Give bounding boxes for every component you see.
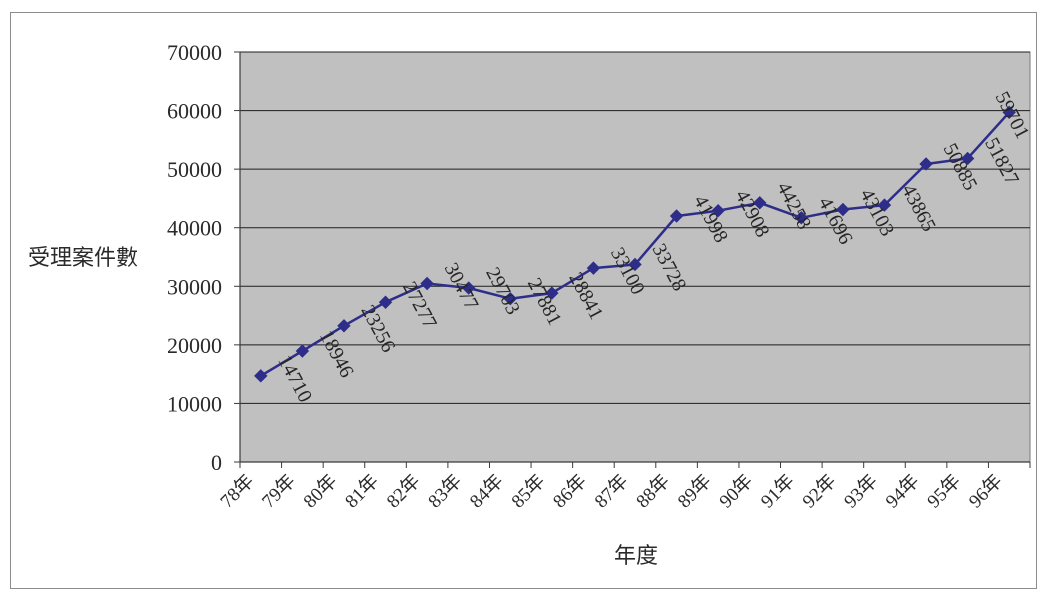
- data-point: [420, 276, 434, 291]
- data-point: [877, 198, 892, 212]
- y-tick-label: 20000: [167, 333, 222, 358]
- y-tick-label: 40000: [167, 216, 222, 241]
- data-point: [254, 369, 268, 383]
- y-axis-title: 受理案件數: [28, 245, 138, 270]
- data-point: [503, 291, 517, 306]
- data-point: [836, 202, 850, 217]
- data-point: [295, 344, 310, 358]
- data-point: [378, 295, 393, 309]
- y-tick-label: 60000: [167, 99, 222, 124]
- y-tick-label: 50000: [167, 157, 222, 182]
- y-tick-label: 70000: [167, 40, 222, 65]
- plot-area: [239, 51, 1031, 463]
- data-point: [711, 203, 725, 218]
- gridlines: [240, 51, 1030, 404]
- data-point: [669, 209, 684, 223]
- data-point: [461, 281, 476, 295]
- data-point: [545, 286, 559, 300]
- data-point: [586, 261, 601, 275]
- y-tick-label: 30000: [167, 274, 222, 299]
- y-tick-label: 10000: [167, 391, 222, 416]
- y-axis-ticks: 0 10000 20000 30000 40000 50000 60000 70000: [167, 40, 240, 475]
- axes: [239, 52, 1030, 463]
- data-point: [794, 211, 809, 225]
- series-group: [254, 105, 1016, 383]
- y-tick-label: 0: [211, 450, 222, 475]
- x-axis-title: 年度: [614, 543, 658, 568]
- data-point: [919, 157, 933, 171]
- data-point: [337, 319, 351, 333]
- data-point: [628, 257, 642, 272]
- data-point: [960, 151, 975, 166]
- data-point: [753, 196, 767, 210]
- data-point: [1002, 105, 1016, 120]
